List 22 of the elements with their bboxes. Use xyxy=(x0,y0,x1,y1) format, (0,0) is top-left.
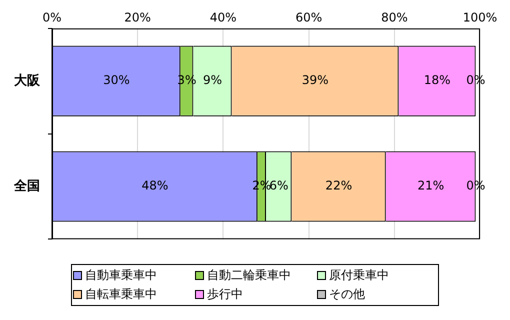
data-label: 18% xyxy=(424,73,451,88)
legend-label: その他 xyxy=(329,286,365,303)
legend-label: 原付乗車中 xyxy=(329,267,389,284)
y-tick-label: 全国 xyxy=(13,178,40,194)
data-label: 21% xyxy=(417,178,444,193)
y-tick-label: 大阪 xyxy=(14,73,41,88)
legend-label: 歩行中 xyxy=(207,286,243,303)
data-label: 6% xyxy=(269,178,288,193)
x-tick-label: 40% xyxy=(210,10,237,24)
x-tick-label: 80% xyxy=(381,10,408,24)
legend-label: 自動二輪乗車中 xyxy=(207,267,291,284)
data-label: 30% xyxy=(103,73,130,88)
data-label: 48% xyxy=(142,178,168,193)
x-tick-label: 100% xyxy=(462,10,498,24)
data-label: 22% xyxy=(325,178,352,193)
data-label: 9% xyxy=(202,73,222,88)
legend-label: 自転車乗車中 xyxy=(85,286,157,303)
x-tick-label: 0% xyxy=(42,10,62,24)
legend-label: 自動車乗車中 xyxy=(85,267,157,284)
data-label: 39% xyxy=(302,73,329,88)
x-tick-label: 60% xyxy=(295,10,322,24)
x-tick-label: 20% xyxy=(124,10,151,24)
